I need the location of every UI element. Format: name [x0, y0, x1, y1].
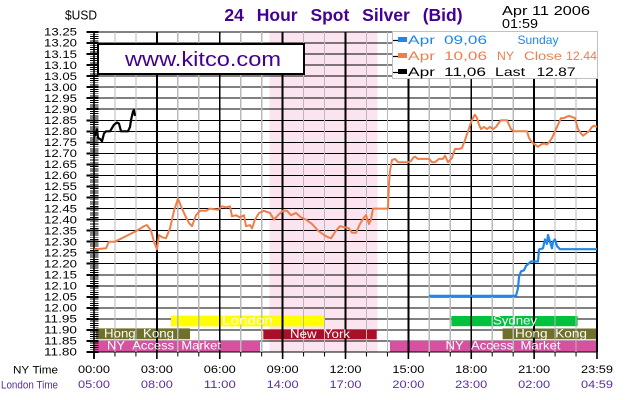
svg-text:13.05: 13.05: [44, 71, 77, 83]
svg-text:06:00: 06:00: [204, 364, 236, 376]
svg-text:12.30: 12.30: [44, 236, 77, 248]
svg-text:15:00: 15:00: [392, 364, 424, 376]
svg-text:12.40: 12.40: [44, 214, 77, 226]
svg-text:05:00: 05:00: [78, 379, 110, 391]
svg-text:12.00: 12.00: [44, 303, 77, 315]
svg-text:09,06: 09,06: [444, 33, 487, 47]
svg-text:Apr: Apr: [408, 33, 435, 47]
svg-text:www.kitco.com: www.kitco.com: [124, 49, 281, 71]
svg-text:Hong Kong: Hong Kong: [515, 327, 587, 341]
svg-text:Apr: Apr: [408, 65, 435, 79]
svg-text:09:00: 09:00: [267, 364, 299, 376]
svg-text:Last: Last: [495, 65, 526, 79]
svg-text:12.15: 12.15: [44, 270, 77, 282]
svg-text:Close: Close: [524, 49, 562, 63]
svg-text:NY: NY: [497, 49, 514, 63]
svg-text:04:59: 04:59: [581, 379, 613, 391]
svg-text:Apr: Apr: [408, 49, 435, 63]
svg-text:12.10: 12.10: [44, 281, 77, 293]
svg-text:18:00: 18:00: [455, 364, 487, 376]
svg-text:$USD: $USD: [65, 9, 97, 23]
svg-text:13.25: 13.25: [44, 27, 77, 39]
svg-text:London Time: London Time: [1, 380, 58, 392]
svg-text:12.70: 12.70: [44, 148, 77, 160]
svg-text:12.95: 12.95: [44, 93, 77, 105]
svg-text:London: London: [222, 314, 273, 328]
svg-text:13.15: 13.15: [44, 49, 77, 61]
svg-text:00:00: 00:00: [78, 364, 110, 376]
svg-text:12.55: 12.55: [44, 181, 77, 193]
svg-text:12.20: 12.20: [44, 258, 77, 270]
svg-text:Apr 11 2006: Apr 11 2006: [502, 4, 590, 18]
svg-text:NY Access Market: NY Access Market: [107, 339, 222, 353]
svg-text:23:00: 23:00: [455, 379, 487, 391]
svg-text:12.80: 12.80: [44, 126, 77, 138]
svg-text:11.80: 11.80: [44, 347, 77, 359]
svg-text:11,06: 11,06: [444, 65, 486, 79]
svg-text:12.75: 12.75: [44, 137, 77, 149]
svg-text:11.95: 11.95: [44, 314, 77, 326]
svg-text:13.10: 13.10: [44, 60, 77, 72]
svg-text:12:00: 12:00: [330, 364, 362, 376]
svg-text:12.44: 12.44: [566, 49, 597, 63]
svg-text:12.87: 12.87: [537, 65, 576, 79]
svg-text:11.85: 11.85: [44, 336, 77, 348]
svg-text:Sunday: Sunday: [518, 33, 559, 47]
svg-text:14:00: 14:00: [267, 379, 299, 391]
svg-text:12.60: 12.60: [44, 170, 77, 182]
svg-text:12.35: 12.35: [44, 225, 77, 237]
svg-text:12.90: 12.90: [44, 104, 77, 116]
svg-text:12.50: 12.50: [44, 192, 77, 204]
svg-text:11:00: 11:00: [204, 379, 236, 391]
svg-text:12.25: 12.25: [44, 247, 77, 259]
svg-text:New York: New York: [290, 327, 351, 341]
svg-text:20:00: 20:00: [392, 379, 424, 391]
svg-text:13.20: 13.20: [44, 38, 77, 50]
svg-text:12.85: 12.85: [44, 115, 77, 127]
svg-text:23:59: 23:59: [581, 364, 613, 376]
svg-text:12.65: 12.65: [44, 159, 77, 171]
svg-text:21:00: 21:00: [518, 364, 550, 376]
svg-text:NY Time: NY Time: [13, 365, 58, 377]
svg-text:11.90: 11.90: [44, 325, 77, 337]
svg-text:13.00: 13.00: [44, 82, 77, 94]
svg-text:24 Hour Spot Silver (Bid): 24 Hour Spot Silver (Bid): [224, 5, 462, 25]
svg-text:08:00: 08:00: [141, 379, 173, 391]
svg-text:NY Access Market: NY Access Market: [446, 339, 562, 353]
svg-text:12.05: 12.05: [44, 292, 77, 304]
svg-text:03:00: 03:00: [141, 364, 173, 376]
svg-text:01:59: 01:59: [502, 17, 538, 31]
svg-text:Hong Kong: Hong Kong: [104, 327, 174, 341]
svg-text:17:00: 17:00: [330, 379, 362, 391]
svg-text:12.45: 12.45: [44, 203, 77, 215]
svg-text:Sydney: Sydney: [493, 313, 537, 327]
svg-text:10,06: 10,06: [444, 49, 487, 63]
svg-text:02:00: 02:00: [518, 379, 550, 391]
